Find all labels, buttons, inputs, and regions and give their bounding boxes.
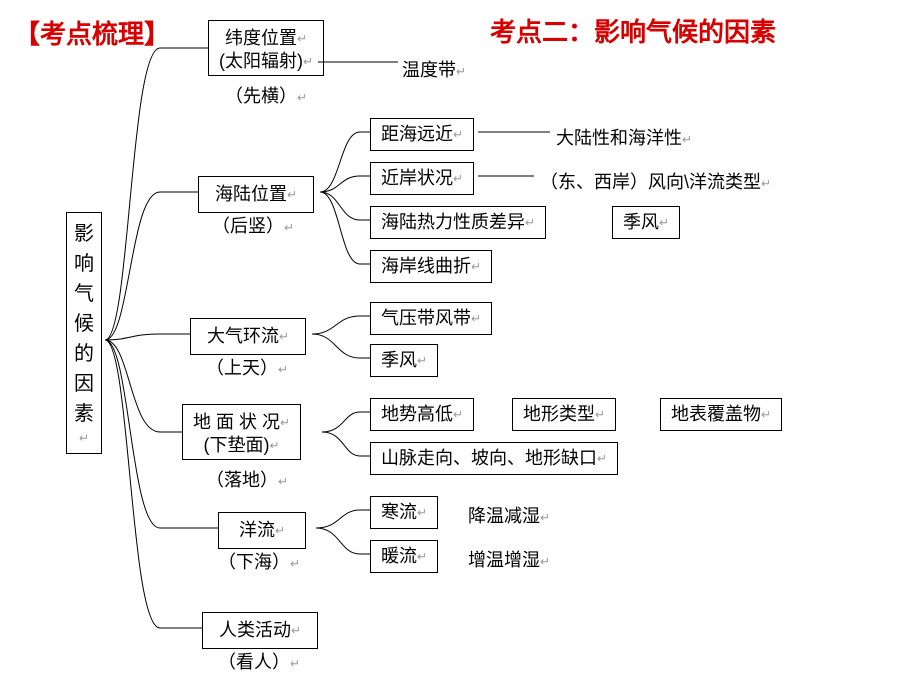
b1-leaf: 温度带↵ (402, 56, 466, 82)
b2-l1: 距海远近↵ (370, 118, 474, 151)
b3-note: （上天）↵ (206, 354, 288, 380)
b3-l1: 气压带风带↵ (370, 302, 492, 335)
b4-r1a: 地势高低↵ (370, 398, 474, 431)
b6-node: 人类活动↵ (202, 612, 318, 649)
b5-l1e: 降温减湿↵ (468, 502, 550, 528)
b5-node: 洋流↵ (218, 512, 306, 549)
b3-l2: 季风↵ (370, 344, 438, 377)
b2-l3: 海陆热力性质差异↵ (370, 206, 546, 239)
b4-r2: 山脉走向、坡向、地形缺口↵ (370, 442, 618, 475)
b2-node: 海陆位置↵ (198, 176, 314, 213)
b1-title1: 纬度位置 (225, 28, 297, 48)
b2-l2: 近岸状况↵ (370, 162, 474, 195)
b5-note: （下海）↵ (218, 548, 300, 574)
b5-l2: 暖流↵ (370, 540, 438, 573)
b2-l1e: 大陆性和海洋性↵ (556, 124, 692, 150)
connectors (0, 0, 920, 690)
b4-r1b: 地形类型↵ (512, 398, 616, 431)
b4-note: （落地）↵ (206, 466, 288, 492)
b4-title2: (下垫面) (204, 435, 270, 455)
root-node: 影响气候的因素↵ (66, 212, 102, 454)
b4-node: 地 面 状 况↵ (下垫面)↵ (182, 404, 301, 460)
b1-title2: (太阳辐射) (219, 51, 303, 71)
b1-note: （先横）↵ (225, 82, 307, 108)
header-right: 考点二：影响气候的因素 (490, 12, 776, 49)
b4-r1c: 地表覆盖物↵ (660, 398, 782, 431)
b2-l2e: （东、西岸）风向\洋流类型↵ (540, 168, 771, 194)
b1-node: 纬度位置↵ (太阳辐射)↵ (208, 20, 324, 76)
b5-l1: 寒流↵ (370, 496, 438, 529)
b6-note: （看人）↵ (218, 648, 300, 674)
b2-note: （后竖）↵ (212, 212, 294, 238)
b2-l4: 海岸线曲折↵ (370, 250, 492, 283)
b3-node: 大气环流↵ (190, 318, 306, 355)
b5-l2e: 增温增湿↵ (468, 546, 550, 572)
b4-title1: 地 面 状 况 (193, 412, 280, 432)
b2-l3e: 季风↵ (612, 206, 680, 239)
header-left: 【考点梳理】 (14, 14, 170, 51)
